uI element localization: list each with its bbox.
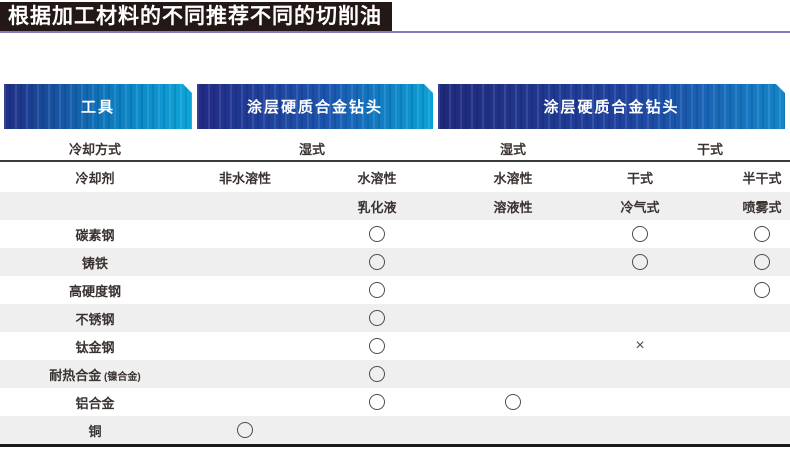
mark-cell (310, 338, 444, 354)
coolant-label: 冷却剂 (75, 170, 115, 186)
circle-mark (369, 394, 385, 410)
circle-mark (754, 254, 770, 270)
mark-cell (582, 226, 698, 242)
coolant-non-water-soluble: 非水溶性 (218, 170, 271, 186)
materials-rows: 碳素钢铸铁高硬度钢不锈钢钛金钢 × 耐热合金 (镍合金) 铝合金铜 (0, 220, 790, 444)
header-bar-coated-carbide-right: 涂层硬质合金钻头 (438, 84, 785, 129)
material-row: 铝合金 (0, 388, 790, 416)
mark-cell (310, 254, 444, 270)
material-name: 钛金钢 (75, 339, 115, 355)
material-row: 碳素钢 (0, 220, 790, 248)
mark-cell (582, 254, 698, 270)
circle-mark (369, 310, 385, 326)
header-bar-coated-carbide-right-label: 涂层硬质合金钻头 (543, 99, 680, 116)
title-accent-line (0, 31, 790, 33)
circle-mark (754, 282, 770, 298)
mark-cell (180, 422, 310, 438)
coolant-water-soluble-1: 水溶性 (357, 170, 397, 186)
cutting-oil-table: 冷却方式 湿式 湿式 干式 冷却剂 非水溶性 水溶性 水溶性 干式 半干式 乳化… (0, 136, 790, 447)
mark-cell (698, 226, 790, 242)
material-row: 高硬度钢 (0, 276, 790, 304)
subtype-cold-air: 冷气式 (620, 199, 660, 215)
mark-cell (310, 366, 444, 382)
cooling-dry-group: 干式 (696, 141, 723, 157)
circle-mark (369, 282, 385, 298)
subtype-solution: 溶液性 (493, 199, 533, 215)
material-name: 耐热合金 (镍合金) (49, 367, 141, 383)
cooling-wet-group: 湿式 (298, 141, 325, 157)
circle-mark (369, 254, 385, 270)
cooling-wet-single: 湿式 (499, 141, 526, 157)
circle-mark (237, 422, 253, 438)
material-row: 钛金钢 × (0, 332, 790, 360)
circle-mark (505, 394, 521, 410)
material-row: 铜 (0, 416, 790, 444)
subtype-mist: 喷雾式 (742, 199, 782, 215)
material-name: 不锈钢 (75, 311, 115, 327)
circle-mark (369, 366, 385, 382)
mark-cell (444, 394, 582, 410)
material-name: 铜 (88, 423, 102, 439)
cooling-method-row: 冷却方式 湿式 湿式 干式 (0, 136, 790, 162)
coolant-semi-dry: 半干式 (742, 170, 782, 186)
header-bar-tool-label: 工具 (80, 99, 115, 116)
subtype-emulsion: 乳化液 (357, 199, 397, 215)
material-row: 不锈钢 (0, 304, 790, 332)
cooling-method-label: 冷却方式 (68, 141, 121, 157)
circle-mark (754, 226, 770, 242)
coolant-dry: 干式 (626, 170, 653, 186)
circle-mark (369, 226, 385, 242)
material-note: (镍合金) (101, 371, 141, 383)
circle-mark (632, 254, 648, 270)
material-row: 铸铁 (0, 248, 790, 276)
mark-cell (310, 282, 444, 298)
header-bar-coated-carbide-left-label: 涂层硬质合金钻头 (246, 99, 383, 116)
coolant-water-soluble-2: 水溶性 (493, 170, 533, 186)
material-name: 高硬度钢 (68, 283, 121, 299)
header-bar-tool: 工具 (4, 84, 192, 129)
material-name: 碳素钢 (75, 227, 115, 243)
cross-mark: × (635, 337, 645, 354)
material-name: 铝合金 (75, 395, 115, 411)
coolant-row: 冷却剂 非水溶性 水溶性 水溶性 干式 半干式 (0, 162, 790, 192)
table-bottom-border (0, 444, 790, 447)
mark-cell (310, 226, 444, 242)
mark-cell (698, 282, 790, 298)
coolant-subtype-row: 乳化液 溶液性 冷气式 喷雾式 (0, 192, 790, 220)
mark-cell (310, 310, 444, 326)
header-bar-coated-carbide-left: 涂层硬质合金钻头 (197, 84, 433, 129)
page-title: 根据加工材料的不同推荐不同的切削油 (0, 2, 392, 31)
circle-mark (369, 338, 385, 354)
material-row: 耐热合金 (镍合金) (0, 360, 790, 388)
mark-cell: × (582, 337, 698, 354)
circle-mark (632, 226, 648, 242)
mark-cell (698, 254, 790, 270)
material-name: 铸铁 (81, 255, 108, 271)
mark-cell (310, 394, 444, 410)
